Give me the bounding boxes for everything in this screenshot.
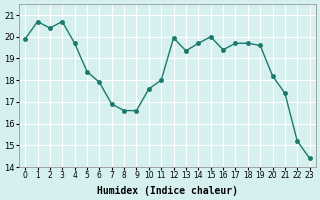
X-axis label: Humidex (Indice chaleur): Humidex (Indice chaleur) xyxy=(97,186,238,196)
